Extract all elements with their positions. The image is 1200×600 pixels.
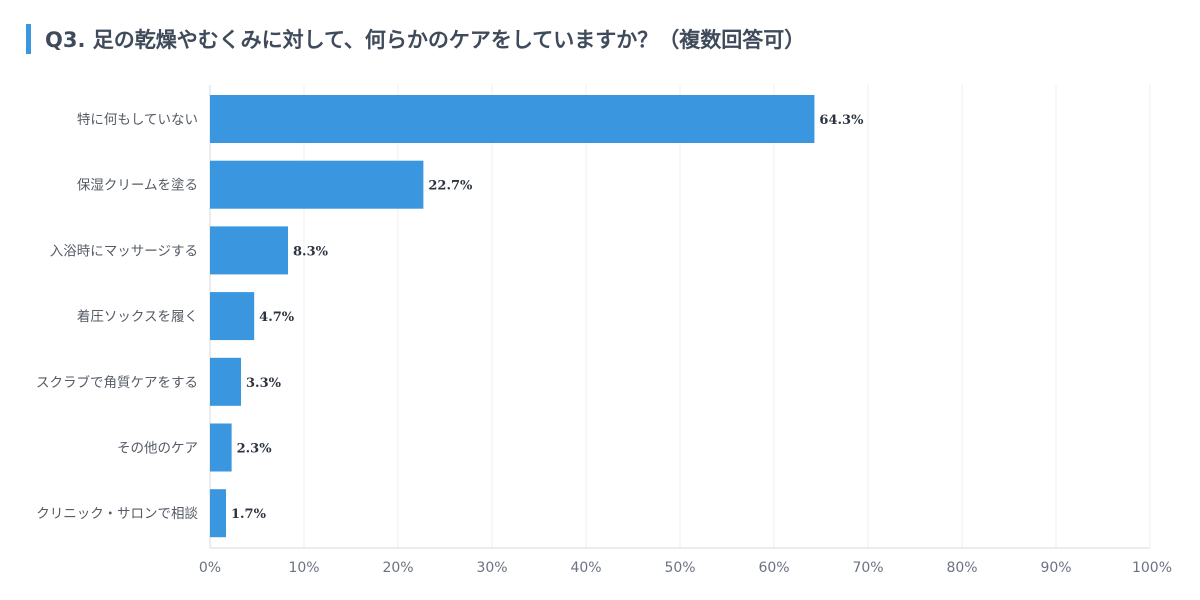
grid-lines — [209, 85, 1151, 549]
x-tick-label-0: 0% — [199, 560, 221, 576]
category-label-4: 着圧ソックスを履く — [77, 308, 198, 325]
category-label-5: スクラブで角質ケアをする — [36, 374, 198, 391]
value-label-6: 2.3% — [237, 442, 273, 457]
chart-title: Q3. 足の乾燥やむくみに対して、何らかのケアをしていますか？（複数回答可） — [45, 28, 806, 52]
x-tick-label-60: 60% — [758, 560, 789, 576]
bar-3 — [210, 226, 289, 275]
x-tick-label-40: 40% — [570, 560, 601, 576]
bar-5 — [210, 357, 242, 406]
x-tick-label-30: 30% — [476, 560, 507, 576]
value-labels: 64.3% 22.7% 8.3% 4.7% 3.3% 2.3% 1.7% — [231, 113, 864, 522]
x-tick-label-20: 20% — [382, 560, 413, 576]
category-label-2: 保湿クリームを塗る — [77, 177, 198, 194]
x-tick-label-90: 90% — [1040, 560, 1071, 576]
value-label-3: 8.3% — [293, 244, 329, 259]
x-axis-ticks: 0% 10% 20% 30% 40% 50% 60% 70% 80% 90% 100% — [199, 560, 1172, 576]
bar-4 — [210, 292, 255, 341]
bar-1 — [210, 95, 815, 143]
category-label-6: その他のケア — [117, 441, 198, 457]
x-tick-label-70: 70% — [852, 560, 883, 576]
value-label-5: 3.3% — [246, 376, 282, 391]
bars — [210, 95, 815, 538]
value-label-7: 1.7% — [231, 507, 267, 522]
bar-7 — [210, 489, 226, 538]
value-label-2: 22.7% — [428, 179, 473, 194]
bar-2 — [210, 160, 424, 209]
value-label-4: 4.7% — [259, 310, 295, 325]
category-label-1: 特に何もしていない — [77, 112, 198, 128]
category-label-7: クリニック・サロンで相談 — [36, 506, 198, 522]
category-labels: 特に何もしていない保湿クリームを塗る入浴時にマッサージする着圧ソックスを履くスク… — [36, 112, 198, 522]
category-label-3: 入浴時にマッサージする — [50, 243, 198, 259]
x-tick-label-10: 10% — [288, 560, 319, 576]
title-accent-bar — [26, 24, 31, 54]
x-tick-label-80: 80% — [946, 560, 977, 576]
x-tick-label-100: 100% — [1132, 560, 1172, 576]
value-label-1: 64.3% — [819, 113, 864, 128]
chart-title-block: Q3. 足の乾燥やむくみに対して、何らかのケアをしていますか？（複数回答可） — [26, 24, 805, 54]
bar-6 — [210, 423, 232, 472]
x-tick-label-50: 50% — [664, 560, 695, 576]
